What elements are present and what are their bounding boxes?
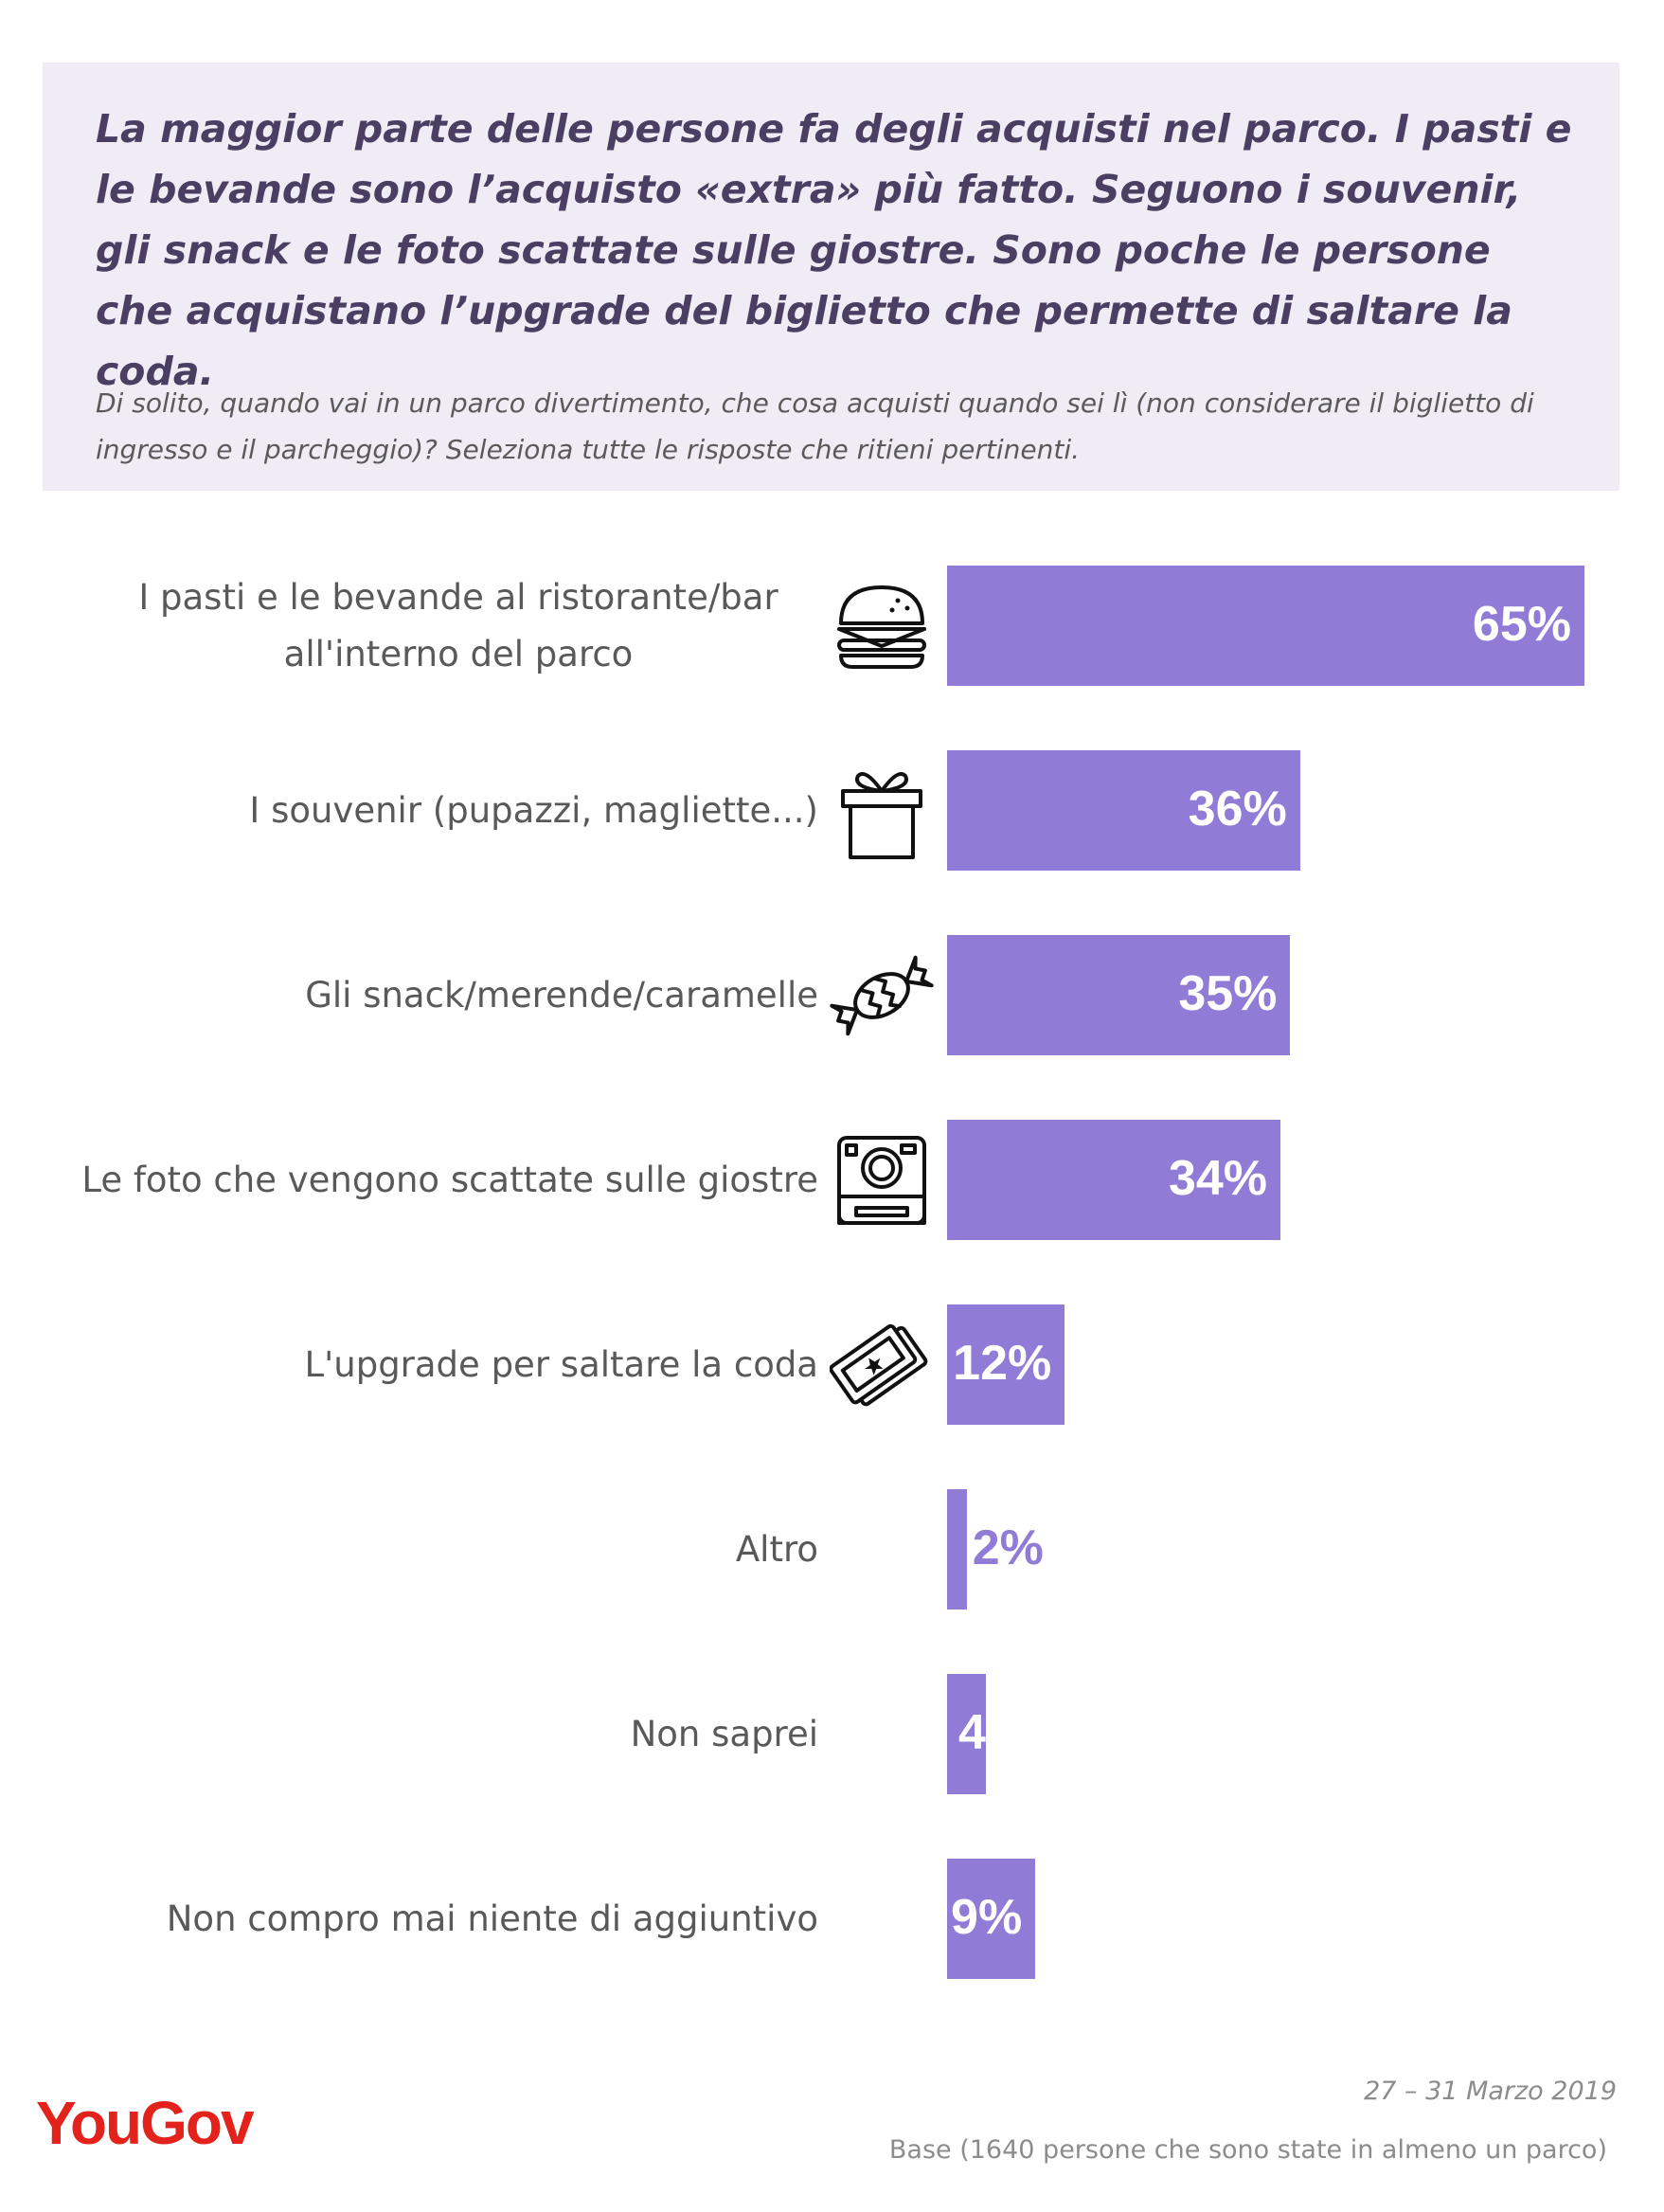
bar	[947, 1489, 967, 1610]
value-label: 34%	[1168, 1150, 1268, 1206]
bar	[947, 935, 1291, 1055]
bar	[947, 750, 1300, 871]
category-label: I pasti e le bevande al ristorante/bar a…	[138, 576, 778, 674]
candy-icon	[830, 955, 934, 1035]
category-label: Altro	[735, 1528, 818, 1570]
gift-icon	[841, 771, 922, 859]
bar	[947, 566, 1584, 686]
value-label: 9%	[951, 1889, 1023, 1945]
value-label: 2%	[972, 1520, 1044, 1575]
value-label: 35%	[1178, 965, 1278, 1021]
category-label: I souvenir (pupazzi, magliette...)	[249, 789, 818, 831]
category-label: Gli snack/merende/caramelle	[305, 974, 818, 1016]
bar	[947, 1674, 987, 1794]
survey-question: Di solito, quando vai in un parco divert…	[96, 387, 1534, 465]
sample-base: Base (1640 persone che sono state in alm…	[888, 2135, 1607, 2165]
burger-icon	[837, 584, 926, 669]
headline: La maggior parte delle persone fa degli …	[96, 106, 1572, 394]
value-label: 12%	[953, 1335, 1052, 1391]
header-box: La maggior parte delle persone fa degli …	[43, 63, 1619, 491]
bar	[947, 1859, 1036, 1979]
tickets-icon	[830, 1323, 928, 1406]
camera-icon	[837, 1135, 926, 1225]
category-label: Non compro mai niente di aggiuntivo	[166, 1897, 818, 1939]
bar	[947, 1304, 1065, 1425]
category-label: Non saprei	[630, 1713, 818, 1754]
bar	[947, 1120, 1281, 1240]
survey-date: 27 – 31 Marzo 2019	[1364, 2077, 1617, 2106]
value-label: 4%	[958, 1704, 1030, 1760]
yougov-logo: YouGov	[36, 2089, 255, 2157]
value-label: 65%	[1472, 596, 1571, 652]
value-label: 36%	[1188, 781, 1287, 836]
category-label: L'upgrade per saltare la coda	[304, 1343, 818, 1385]
category-label: Le foto che vengono scattate sulle giost…	[81, 1159, 818, 1200]
